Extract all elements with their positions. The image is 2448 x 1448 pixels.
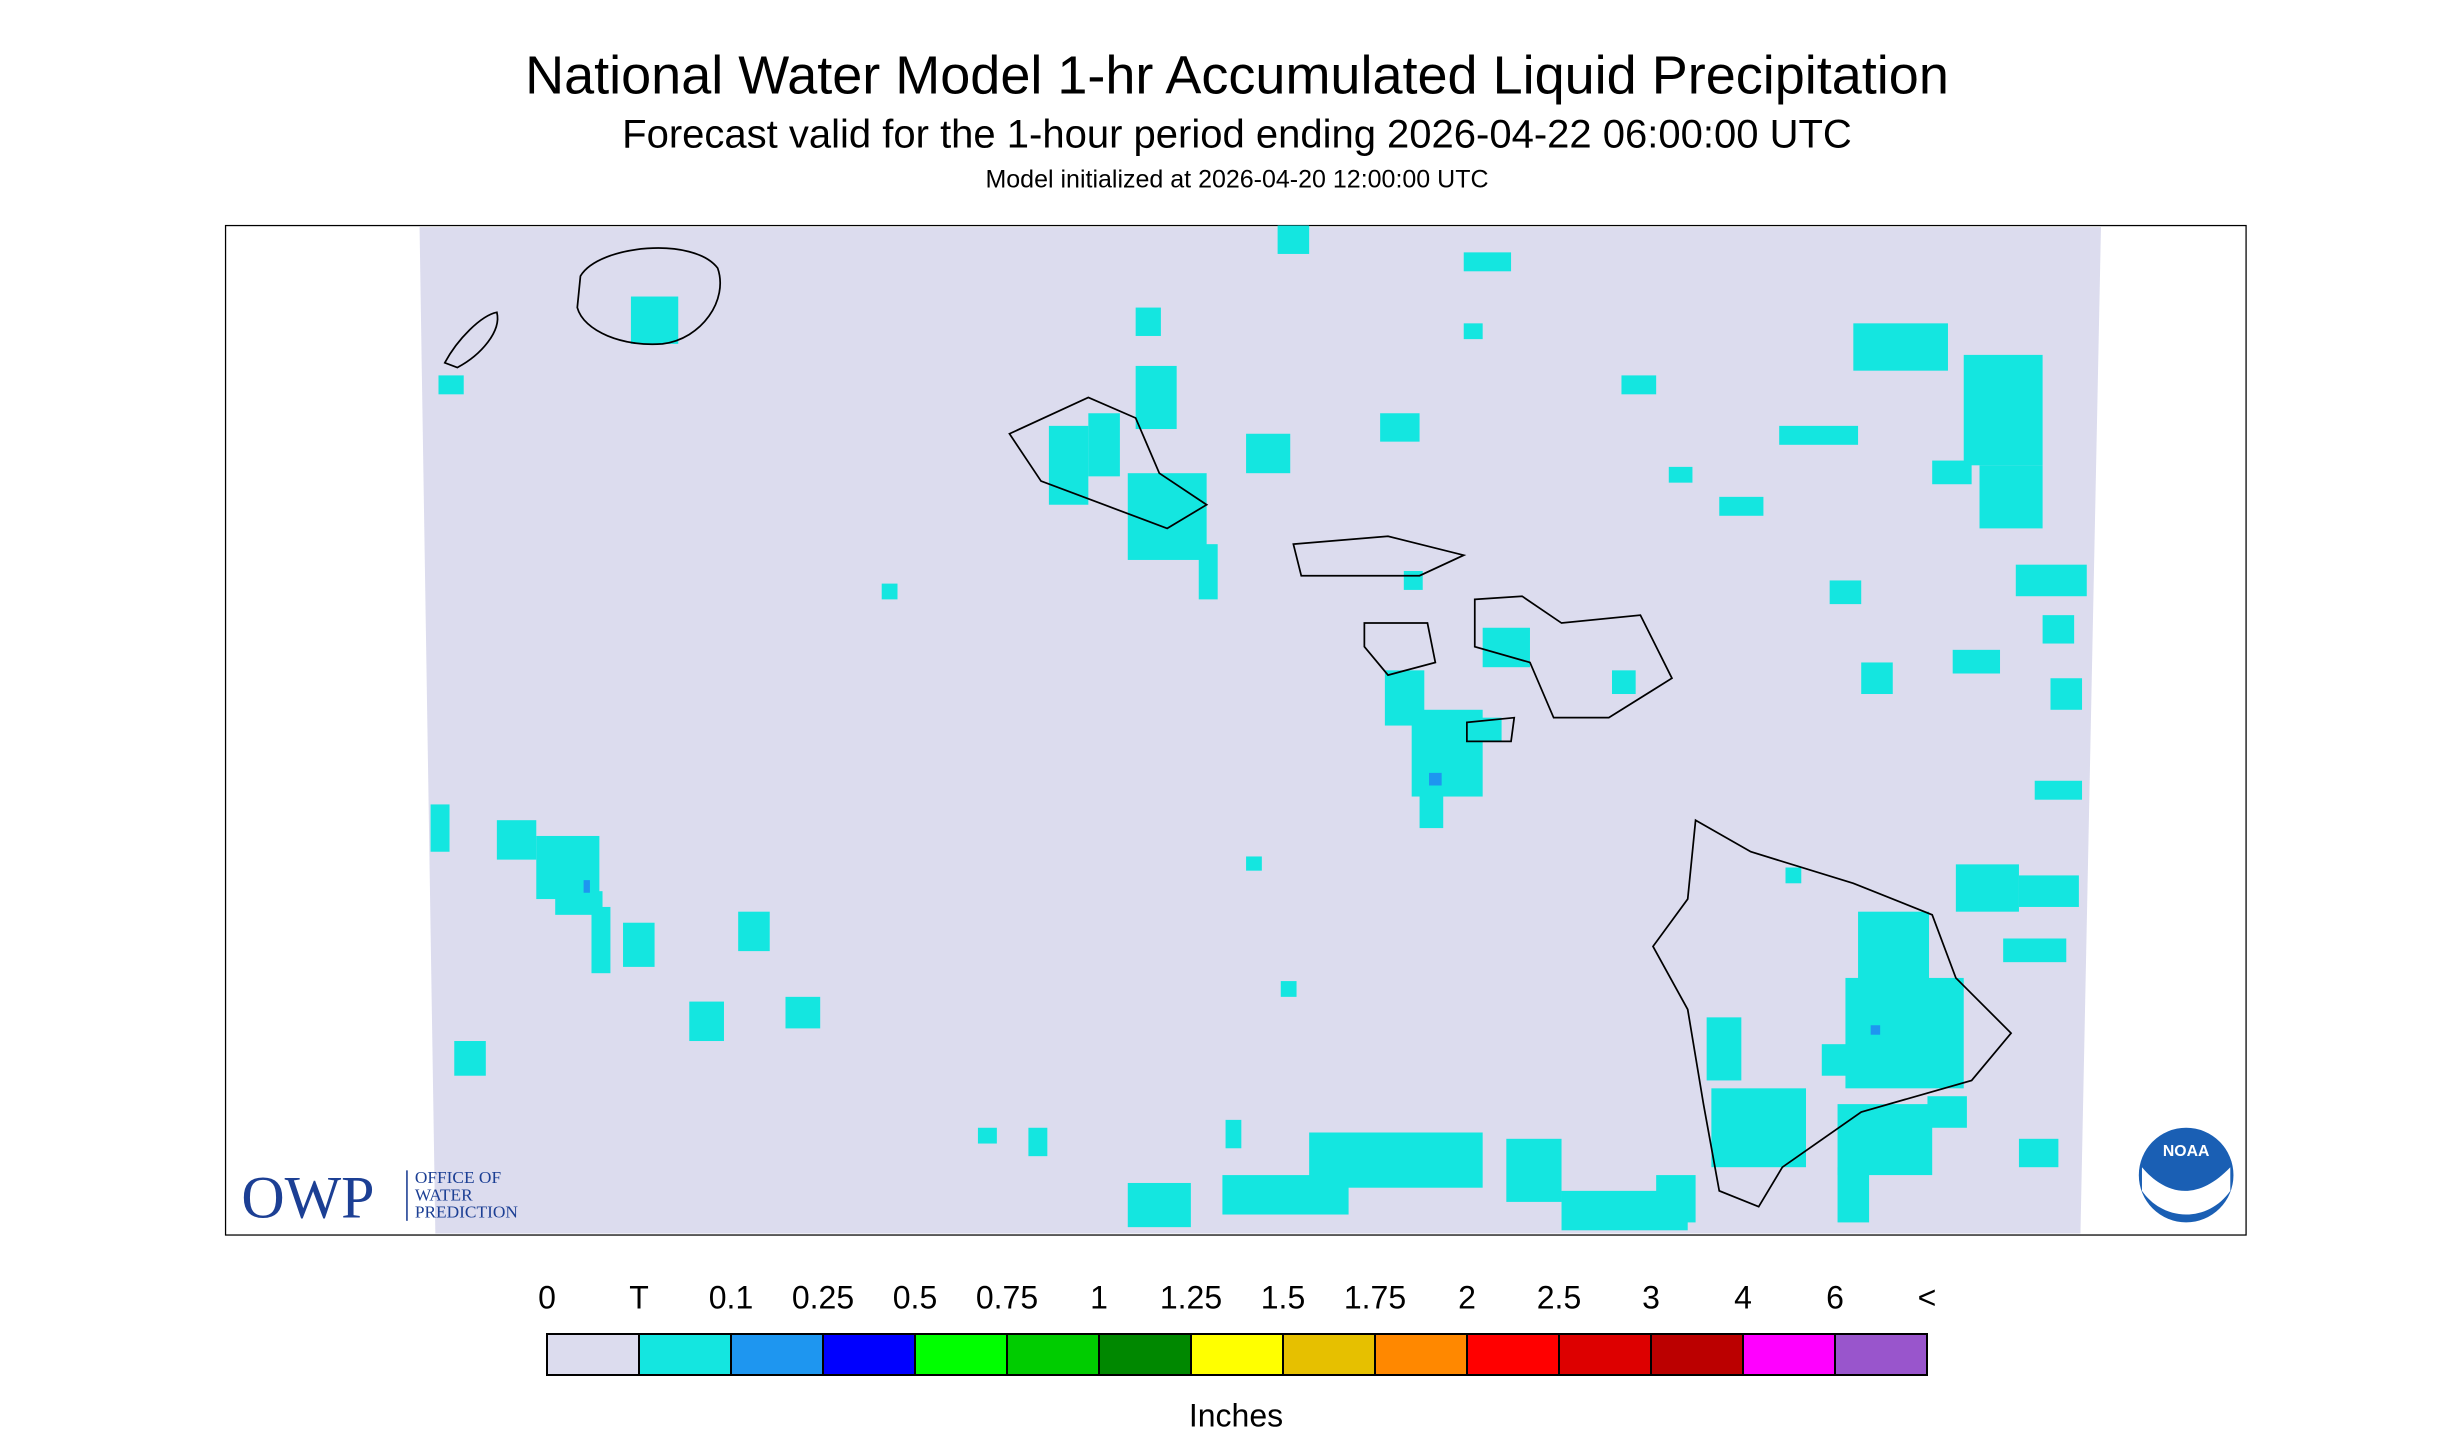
legend-swatch [1374, 1333, 1468, 1376]
legend-label: 0.75 [976, 1279, 1038, 1315]
legend-swatch [914, 1333, 1008, 1376]
legend-label: 0.1 [709, 1279, 753, 1315]
legend-swatch [1098, 1333, 1192, 1376]
legend-swatch [1834, 1333, 1928, 1376]
legend-swatch [546, 1333, 640, 1376]
noaa-logo: NOAA [2138, 1127, 2234, 1223]
legend-swatch [822, 1333, 916, 1376]
map: OWP OFFICE OF WATER PREDICTION NOAA [224, 224, 2247, 1236]
legend-label: 1 [1090, 1279, 1108, 1315]
coastlines [443, 247, 2013, 1208]
legend-label: < [1918, 1279, 1937, 1315]
legend-swatch [1190, 1333, 1284, 1376]
precip-patches [430, 225, 2087, 1231]
legend-label: 1.5 [1261, 1279, 1305, 1315]
owp-mark: OWP [241, 1165, 374, 1231]
legend-swatch [1650, 1333, 1744, 1376]
owp-logo: OWP OFFICE OF WATER PREDICTION [241, 1165, 518, 1231]
legend-label: 1.75 [1344, 1279, 1406, 1315]
legend-label: 1.25 [1160, 1279, 1222, 1315]
legend-label: 3 [1642, 1279, 1660, 1315]
init-time: Model initialized at 2026-04-20 12:00:00… [985, 166, 1488, 194]
legend-swatch [1558, 1333, 1652, 1376]
legend-label: 0.25 [792, 1279, 854, 1315]
noaa-text: NOAA [2163, 1143, 2209, 1160]
legend-swatch [730, 1333, 824, 1376]
owp-line: PREDICTION [415, 1203, 519, 1222]
legend-swatch [1006, 1333, 1100, 1376]
legend-label: 6 [1826, 1279, 1844, 1315]
legend-swatch [1742, 1333, 1836, 1376]
legend-swatch [638, 1333, 732, 1376]
legend-swatch [1466, 1333, 1560, 1376]
owp-line: WATER [415, 1185, 473, 1204]
legend-swatch [1282, 1333, 1376, 1376]
title: National Water Model 1-hr Accumulated Li… [525, 45, 1949, 105]
legend-label: T [629, 1279, 649, 1315]
legend: 0 T 0.1 0.25 0.5 0.75 1 1.25 1.5 1.75 2 2.5 3 4 6 < [538, 1279, 1937, 1376]
legend-label: 0 [538, 1279, 556, 1315]
legend-label: 0.5 [893, 1279, 937, 1315]
legend-label: 4 [1734, 1279, 1752, 1315]
legend-label: 2 [1458, 1279, 1476, 1315]
subtitle: Forecast valid for the 1-hour period end… [622, 113, 1852, 157]
legend-unit: Inches [1189, 1397, 1283, 1433]
owp-line: OFFICE OF [415, 1168, 502, 1187]
legend-label: 2.5 [1537, 1279, 1581, 1315]
